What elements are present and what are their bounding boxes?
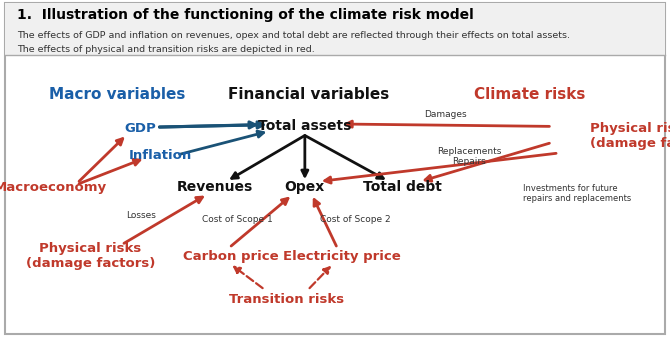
Text: Carbon price: Carbon price [184,250,279,263]
Text: Damages: Damages [424,110,467,119]
Text: Total assets: Total assets [258,119,352,133]
Text: Losses: Losses [126,211,155,220]
FancyBboxPatch shape [5,3,665,55]
Text: The effects of GDP and inflation on revenues, opex and total debt are reflected : The effects of GDP and inflation on reve… [17,31,570,40]
Text: Electricity price: Electricity price [283,250,401,263]
Text: Cost of Scope 1: Cost of Scope 1 [202,215,273,224]
Text: Physical risks
(damage factors): Physical risks (damage factors) [25,242,155,270]
Text: Investments for future
repairs and replacements: Investments for future repairs and repla… [523,184,631,204]
Text: Opex: Opex [285,180,325,194]
Text: The effects of physical and transition risks are depicted in red.: The effects of physical and transition r… [17,45,314,55]
Text: Cost of Scope 2: Cost of Scope 2 [320,215,391,224]
Text: Revenues: Revenues [176,180,253,194]
Text: Macroeconomy: Macroeconomy [0,181,107,193]
Text: Financial variables: Financial variables [228,87,389,102]
Text: GDP: GDP [125,122,157,134]
Text: Transition risks: Transition risks [229,294,344,306]
Text: Physical risks
(damage factors): Physical risks (damage factors) [590,122,670,151]
Text: Replacements
Repairs: Replacements Repairs [437,147,501,166]
Text: Inflation: Inflation [129,149,192,161]
Text: 1.  Illustration of the functioning of the climate risk model: 1. Illustration of the functioning of th… [17,8,474,23]
Text: Climate risks: Climate risks [474,87,585,102]
Text: Macro variables: Macro variables [49,87,186,102]
Text: Total debt: Total debt [362,180,442,194]
